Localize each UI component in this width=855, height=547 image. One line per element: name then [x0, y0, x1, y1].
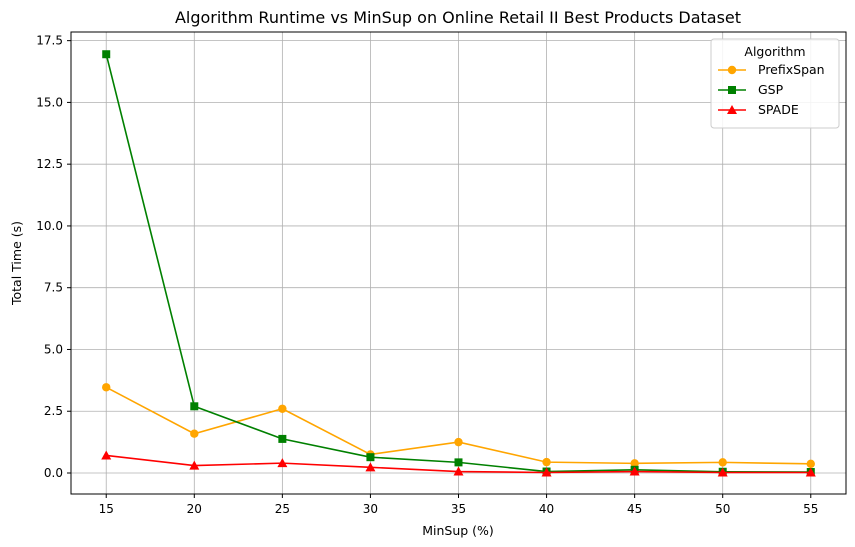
y-tick-label: 15.0 [36, 95, 63, 109]
x-tick-label: 45 [627, 502, 642, 516]
y-tick-label: 12.5 [36, 157, 63, 171]
grid [71, 32, 846, 494]
x-tick-label: 40 [539, 502, 554, 516]
x-tick-label: 50 [715, 502, 730, 516]
data-point-prefixspan [630, 459, 639, 468]
data-point-prefixspan [102, 383, 111, 392]
series-spade [101, 450, 816, 477]
data-point-prefixspan [278, 404, 287, 413]
y-axis-label: Total Time (s) [9, 221, 24, 306]
x-tick-label: 35 [451, 502, 466, 516]
legend-marker-gsp [728, 86, 736, 94]
y-tick-label: 2.5 [44, 404, 63, 418]
legend-box [710, 38, 840, 129]
y-tick-label: 17.5 [36, 34, 63, 48]
legend: Algorithm PrefixSpan GSP SPADE [710, 38, 840, 129]
x-tick-label: 20 [187, 502, 202, 516]
data-point-gsp [366, 453, 375, 462]
data-point-prefixspan [542, 457, 551, 467]
legend-entry-gsp: GSP [718, 82, 784, 97]
x-tick-label: 55 [803, 502, 818, 516]
legend-entries: PrefixSpan GSP SPADE [718, 62, 825, 117]
data-point-spade [189, 460, 200, 470]
data-point-spade [277, 458, 288, 468]
y-tick-label: 5.0 [44, 342, 63, 356]
y-tick-label: 0.0 [44, 466, 63, 480]
legend-label-spade: SPADE [758, 102, 799, 117]
axis-ticks: 15 20 25 30 35 40 45 50 55 0.0 2.5 5.0 7.5 10.0 12.5 15… [36, 34, 818, 516]
x-tick-label: 15 [99, 502, 114, 516]
plot-frame [70, 31, 847, 495]
chart-title: Algorithm Runtime vs MinSup on Online Re… [175, 8, 741, 27]
x-tick-label: 30 [363, 502, 378, 516]
series-layer [101, 50, 816, 477]
legend-title: Algorithm [744, 44, 805, 59]
data-point-gsp [102, 50, 111, 59]
legend-label-prefixspan: PrefixSpan [758, 62, 825, 77]
data-point-spade [101, 450, 112, 460]
legend-label-gsp: GSP [758, 82, 784, 97]
data-point-prefixspan [718, 458, 727, 467]
data-point-gsp [278, 434, 287, 443]
data-point-spade [541, 467, 552, 477]
data-point-spade [453, 466, 464, 476]
data-point-spade [365, 462, 376, 472]
legend-marker-prefixspan [727, 65, 737, 75]
data-point-spade [629, 466, 640, 476]
data-point-prefixspan [190, 429, 199, 438]
x-axis-label: MinSup (%) [422, 523, 494, 538]
data-point-prefixspan [806, 459, 815, 469]
y-tick-label: 10.0 [36, 219, 63, 233]
data-point-spade [805, 467, 816, 477]
legend-entry-spade: SPADE [718, 102, 799, 117]
data-point-gsp [454, 458, 463, 467]
data-point-prefixspan [454, 437, 463, 447]
data-point-spade [717, 467, 728, 477]
data-point-gsp [190, 402, 199, 411]
legend-marker-spade [727, 105, 737, 114]
legend-entry-prefixspan: PrefixSpan [718, 62, 825, 77]
y-tick-label: 7.5 [44, 281, 63, 295]
x-tick-label: 25 [275, 502, 290, 516]
